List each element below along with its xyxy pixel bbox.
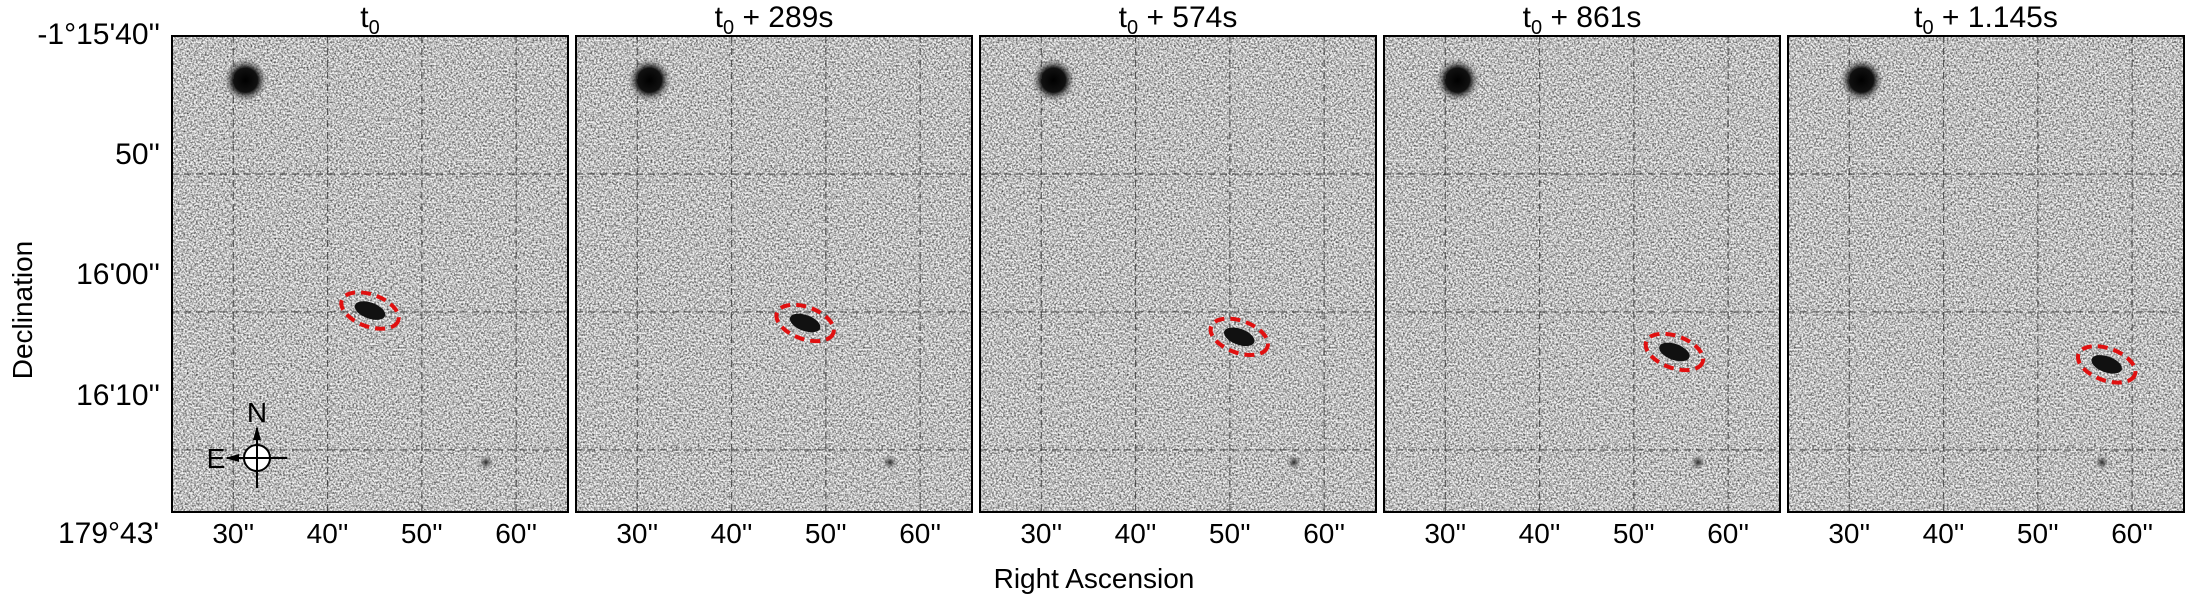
x-tick-label: 60'' bbox=[1303, 518, 1345, 549]
faint-source bbox=[2093, 454, 2110, 471]
x-tick-label: 40'' bbox=[711, 518, 753, 549]
bright-star bbox=[1839, 58, 1884, 103]
y-tick-3: 16'10'' bbox=[76, 379, 160, 412]
x-tick-label: 30'' bbox=[1828, 518, 1870, 549]
x-tick-label: 50'' bbox=[1209, 518, 1251, 549]
sky-noise bbox=[1788, 36, 2184, 512]
panel-1: t0 + 289s 30'' 40'' 50'' 60'' bbox=[575, 1, 973, 549]
x-tick-label: 50'' bbox=[401, 518, 443, 549]
moving-target bbox=[789, 313, 821, 333]
x-tick-label: 40'' bbox=[307, 518, 349, 549]
x-tick-label: 40'' bbox=[1923, 518, 1965, 549]
bright-star bbox=[1435, 58, 1480, 103]
target-ellipse bbox=[1643, 331, 1706, 373]
panel-0: t0 30'' 40'' 50'' 60'' bbox=[171, 1, 569, 549]
sky-noise bbox=[172, 36, 568, 512]
y-axis-title: Declination bbox=[7, 241, 38, 380]
compass-north-label: N bbox=[247, 397, 267, 428]
x-tick-label: 30'' bbox=[212, 518, 254, 549]
faint-source bbox=[1285, 454, 1302, 471]
y-tick-1: 50'' bbox=[115, 138, 160, 171]
target-ellipse bbox=[1208, 316, 1271, 357]
x-axis-title: Right Ascension bbox=[994, 563, 1195, 594]
panel-2: t0 + 574s 30'' 40'' 50'' 60'' bbox=[979, 1, 1377, 549]
compass-east-label: E bbox=[207, 443, 226, 474]
panel-title: t0 + 1.145s bbox=[1914, 1, 2058, 39]
x-tick-label: 30'' bbox=[1020, 518, 1062, 549]
x-tick-label: 60'' bbox=[1707, 518, 1749, 549]
target-ellipse bbox=[774, 302, 836, 344]
panel-frame bbox=[171, 35, 569, 513]
panel-title: t0 + 861s bbox=[1523, 1, 1642, 39]
faint-source bbox=[477, 454, 494, 471]
faint-source bbox=[1689, 454, 1706, 471]
x-tick-label: 60'' bbox=[2111, 518, 2153, 549]
moving-target bbox=[1224, 327, 1255, 347]
x-tick-label: 40'' bbox=[1519, 518, 1561, 549]
y-tick-0: -1°15'40'' bbox=[37, 18, 160, 51]
panel-frame bbox=[1383, 35, 1781, 513]
bright-star bbox=[223, 58, 268, 103]
panel-title: t0 + 289s bbox=[715, 1, 834, 39]
x-tick-label: 50'' bbox=[805, 518, 847, 549]
target-ellipse bbox=[2075, 344, 2138, 385]
x-tick-label: 30'' bbox=[1424, 518, 1466, 549]
panel-title: t0 + 574s bbox=[1119, 1, 1238, 39]
panels-group: t0 30'' 40'' 50'' 60'' t0 + 289s 30'' 40'' 50'' 6… bbox=[171, 1, 2185, 549]
moving-target bbox=[354, 301, 386, 320]
target-ellipse bbox=[339, 290, 401, 331]
sky-noise bbox=[1384, 36, 1780, 512]
x-tick-label: 30'' bbox=[616, 518, 658, 549]
panel-frame bbox=[1787, 35, 2185, 513]
panel-3: t0 + 861s 30'' 40'' 50'' 60'' bbox=[1383, 1, 1781, 549]
moving-target bbox=[2091, 355, 2122, 374]
x-tick-label: 50'' bbox=[2017, 518, 2059, 549]
sky-noise bbox=[980, 36, 1376, 512]
x-origin-tick: 179°43' bbox=[58, 517, 159, 550]
moving-target bbox=[1659, 342, 1690, 362]
bright-star bbox=[1031, 58, 1076, 103]
panel-frame bbox=[979, 35, 1377, 513]
panel-frame bbox=[575, 35, 973, 513]
x-tick-label: 60'' bbox=[899, 518, 941, 549]
panel-title: t0 bbox=[360, 1, 379, 39]
y-tick-2: 16'00'' bbox=[76, 258, 160, 291]
panel-4: t0 + 1.145s 30'' 40'' 50'' 60'' bbox=[1787, 1, 2185, 549]
faint-source bbox=[881, 454, 898, 471]
x-tick-label: 60'' bbox=[495, 518, 537, 549]
compass-icon: N E bbox=[207, 397, 287, 488]
bright-star bbox=[627, 58, 672, 103]
x-tick-label: 40'' bbox=[1115, 518, 1157, 549]
sky-noise bbox=[576, 36, 972, 512]
x-tick-label: 50'' bbox=[1613, 518, 1655, 549]
